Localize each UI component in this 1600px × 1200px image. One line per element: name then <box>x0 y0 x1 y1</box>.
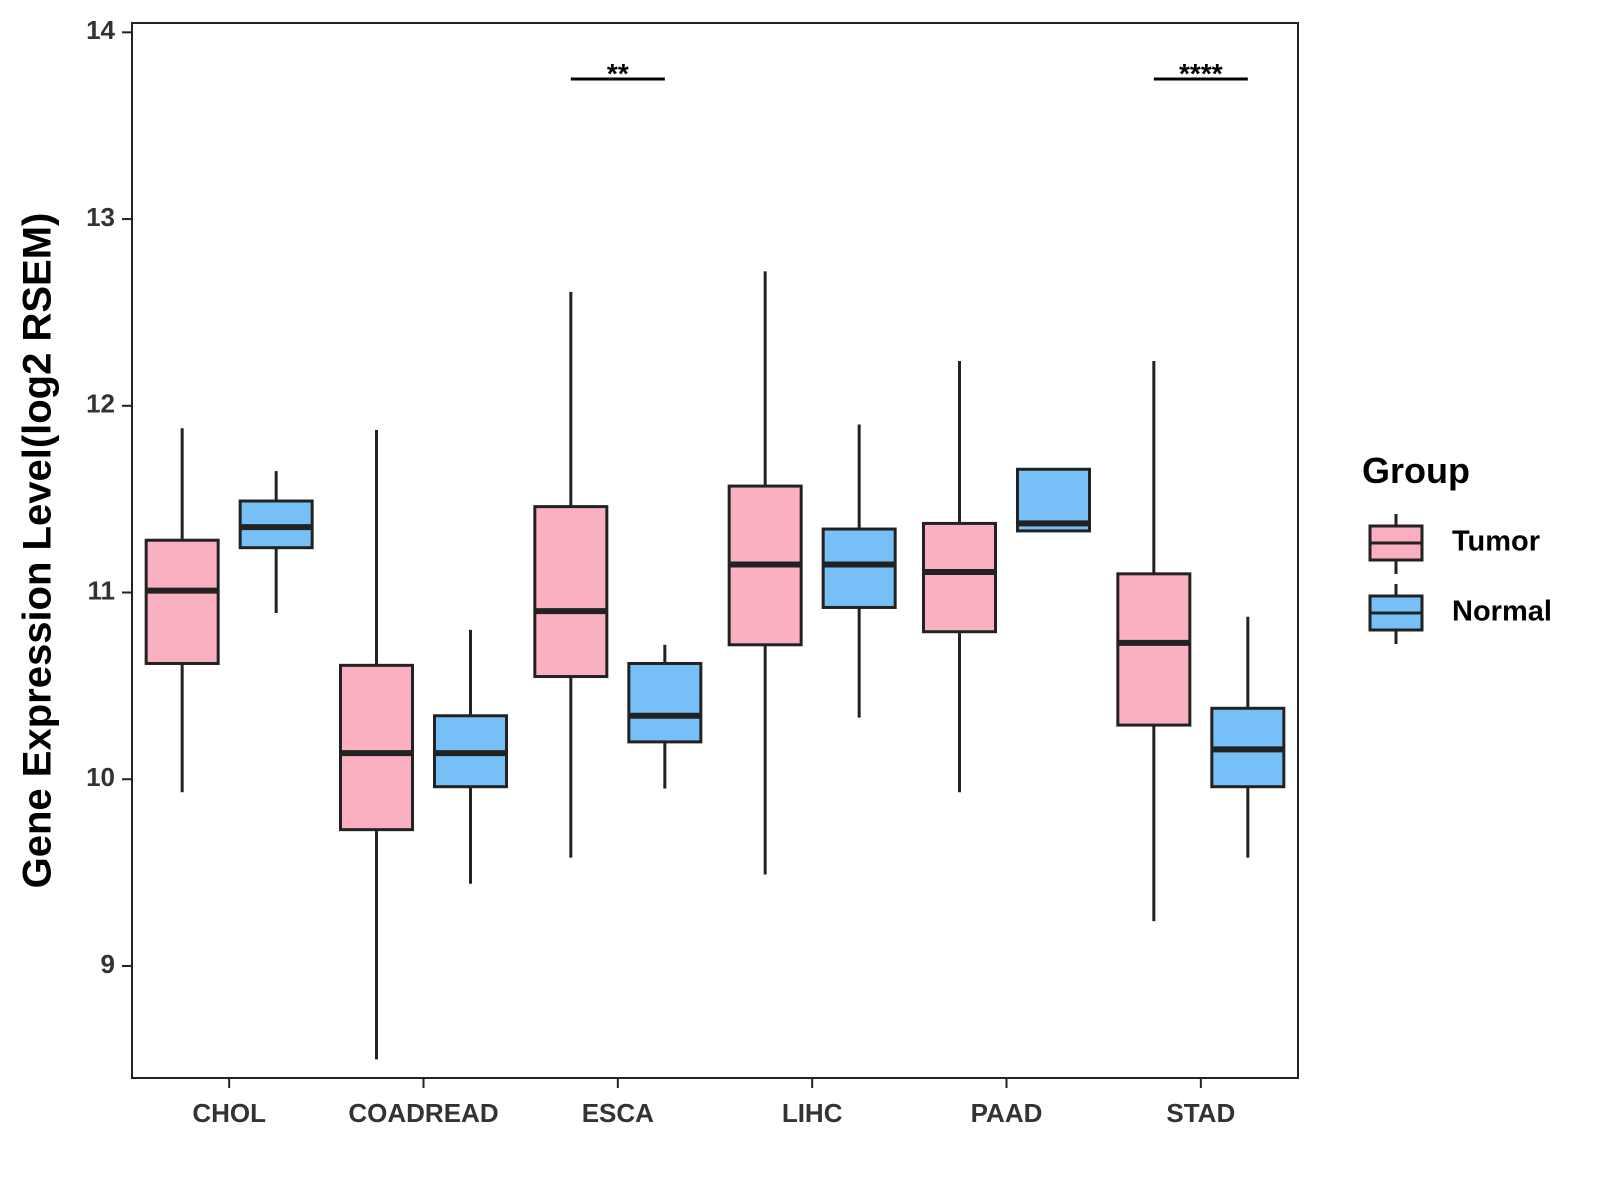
y-tick-label-9: 9 <box>101 949 115 979</box>
y-axis-title: Gene Expression Level(log2 RSEM) <box>16 213 60 889</box>
box-body-normal-esca <box>627 661 703 744</box>
axes-layer: 9 10 11 12 13 14 CHOL COADREAD ESCA LIHC PAAD STAD <box>86 15 1235 1128</box>
box-tumor-stad <box>1116 360 1192 922</box>
box-body-normal-lihc <box>821 527 897 609</box>
box-normal-esca <box>627 644 703 789</box>
y-tick-label-11: 11 <box>88 575 116 605</box>
box-body-tumor-coadread <box>339 663 414 832</box>
box-normal-stad <box>1210 616 1286 858</box>
x-tick-label-paad: PAAD <box>971 1098 1043 1128</box>
box-tumor-chol <box>144 428 220 793</box>
sig-label-stad: **** <box>1179 58 1223 89</box>
box-body-tumor-stad <box>1116 572 1192 727</box>
box-normal-lihc <box>821 424 897 718</box>
y-tick-label-10: 10 <box>86 762 115 792</box>
x-tick-label-stad: STAD <box>1166 1098 1235 1128</box>
x-tick-label-coadread: COADREAD <box>348 1098 498 1128</box>
legend: Group Tumor Normal <box>1362 450 1552 644</box>
y-tick-label-12: 12 <box>86 389 115 419</box>
box-tumor-coadread <box>339 430 414 1060</box>
box-normal-coadread <box>433 629 508 884</box>
box-body-tumor-chol <box>144 538 220 665</box>
legend-key-tumor <box>1368 514 1424 574</box>
x-tick-label-lihc: LIHC <box>782 1098 843 1128</box>
box-body-tumor-esca <box>533 505 609 679</box>
significance-annotations: ** **** <box>570 58 1248 89</box>
plot-panel-border <box>131 22 1299 1079</box>
y-tick-label-13: 13 <box>86 202 115 232</box>
box-tumor-paad <box>922 360 997 793</box>
legend-key-normal <box>1368 584 1424 644</box>
box-normal-chol <box>238 471 314 614</box>
legend-label-normal: Normal <box>1452 596 1552 628</box>
legend-title: Group <box>1362 450 1470 491</box>
x-tick-label-esca: ESCA <box>582 1098 654 1128</box>
box-body-tumor-paad <box>922 521 997 634</box>
boxes-layer <box>144 271 1286 1060</box>
box-normal-paad <box>1016 467 1091 533</box>
x-tick-label-chol: CHOL <box>192 1098 266 1128</box>
box-tumor-esca <box>533 291 609 858</box>
y-tick-label-14: 14 <box>86 15 115 45</box>
sig-label-esca: ** <box>607 58 629 89</box>
legend-label-tumor: Tumor <box>1452 526 1540 558</box>
box-tumor-lihc <box>727 271 803 875</box>
